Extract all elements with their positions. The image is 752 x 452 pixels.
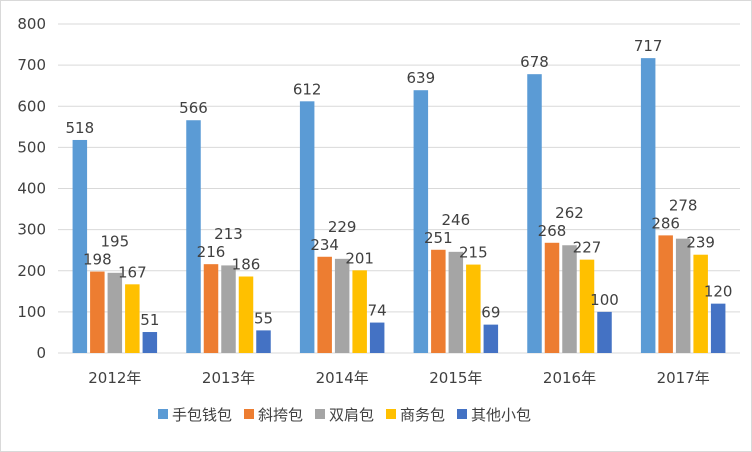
legend-label: 商务包	[400, 406, 445, 424]
bar	[186, 120, 201, 353]
bar	[125, 284, 140, 353]
data-label: 100	[590, 291, 619, 309]
bar	[142, 332, 158, 353]
bar	[693, 254, 708, 353]
legend-swatch	[457, 409, 467, 419]
data-label: 278	[669, 196, 698, 214]
x-tick-label: 2017年	[657, 369, 710, 387]
bar	[562, 245, 577, 353]
bar	[597, 311, 612, 353]
bar	[299, 101, 315, 353]
bar	[675, 238, 691, 353]
bar	[334, 258, 350, 353]
bar	[448, 251, 464, 353]
legend-swatch	[244, 409, 254, 419]
bar	[579, 259, 595, 353]
bar	[352, 270, 367, 353]
data-label: 213	[214, 225, 243, 243]
legend-label: 双肩包	[329, 406, 374, 424]
y-tick-label: 700	[17, 56, 46, 74]
data-label: 216	[197, 243, 226, 261]
data-label: 234	[310, 236, 339, 254]
bar	[72, 139, 88, 353]
y-tick-label: 400	[17, 180, 46, 198]
bar	[413, 90, 429, 354]
data-label: 198	[83, 251, 112, 269]
bar	[483, 324, 499, 353]
legend-label: 斜挎包	[258, 406, 303, 424]
bar	[107, 272, 123, 353]
data-label: 51	[140, 311, 159, 329]
data-label: 518	[66, 119, 95, 137]
bar	[317, 256, 332, 353]
data-label: 262	[555, 204, 584, 222]
y-tick-label: 200	[17, 262, 46, 280]
x-tick-label: 2015年	[429, 369, 482, 387]
bar	[544, 242, 560, 353]
bar	[221, 265, 236, 353]
data-label: 186	[232, 256, 261, 274]
x-tick-label: 2012年	[88, 369, 141, 387]
data-label: 201	[345, 249, 374, 267]
y-tick-label: 500	[17, 138, 46, 156]
bar	[203, 264, 219, 353]
legend-label: 手包钱包	[172, 406, 232, 424]
x-tick-label: 2013年	[202, 369, 255, 387]
data-label: 246	[442, 211, 471, 229]
data-label: 566	[179, 99, 208, 117]
bar	[527, 74, 542, 354]
data-label: 251	[424, 229, 453, 247]
bar	[369, 322, 385, 353]
data-label: 229	[328, 218, 357, 236]
data-label: 639	[407, 69, 436, 87]
x-tick-label: 2014年	[316, 369, 369, 387]
bar	[466, 264, 481, 353]
data-label: 717	[634, 37, 663, 55]
bar	[238, 276, 254, 353]
legend-label: 其他小包	[471, 406, 531, 424]
data-label: 195	[101, 233, 130, 251]
legend-swatch	[386, 409, 396, 419]
data-label: 167	[118, 263, 147, 281]
data-label: 74	[368, 302, 387, 320]
y-tick-label: 600	[17, 97, 46, 115]
data-label: 239	[686, 234, 715, 252]
legend-swatch	[158, 409, 168, 419]
data-label: 268	[538, 222, 567, 240]
bar	[658, 235, 673, 353]
data-label: 120	[704, 283, 733, 301]
bar	[90, 271, 105, 353]
data-label: 286	[651, 214, 680, 232]
y-tick-label: 100	[17, 303, 46, 321]
data-label: 55	[254, 309, 273, 327]
y-tick-label: 300	[17, 221, 46, 239]
y-tick-label: 800	[17, 15, 46, 33]
data-label: 215	[459, 244, 488, 262]
bar	[710, 303, 726, 353]
bar	[431, 249, 446, 353]
data-label: 69	[481, 304, 500, 322]
data-label: 227	[573, 239, 602, 257]
legend-swatch	[315, 409, 325, 419]
y-tick-label: 0	[36, 344, 46, 362]
data-label: 612	[293, 80, 322, 98]
bar	[256, 330, 271, 353]
x-tick-label: 2016年	[543, 369, 596, 387]
bar	[640, 58, 656, 353]
data-label: 678	[520, 53, 549, 71]
